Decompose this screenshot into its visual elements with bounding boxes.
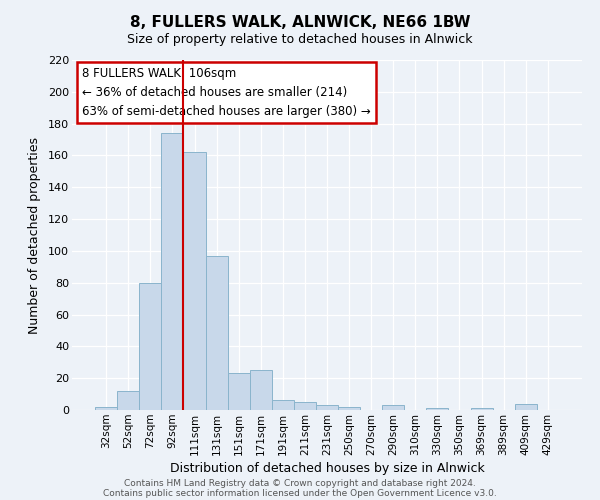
Bar (161, 133, 184, 410)
Bar (139, 282, 161, 410)
Bar (470, 408, 493, 410)
X-axis label: Distribution of detached houses by size in Alnwick: Distribution of detached houses by size … (170, 462, 484, 475)
Bar (206, 256, 227, 410)
Bar (272, 400, 294, 410)
Bar (227, 374, 250, 410)
Bar (250, 370, 272, 410)
Bar (382, 405, 404, 410)
Bar (515, 404, 537, 410)
Bar (294, 402, 316, 410)
Text: Contains public sector information licensed under the Open Government Licence v3: Contains public sector information licen… (103, 488, 497, 498)
Text: 8, FULLERS WALK, ALNWICK, NE66 1BW: 8, FULLERS WALK, ALNWICK, NE66 1BW (130, 15, 470, 30)
Y-axis label: Number of detached properties: Number of detached properties (28, 136, 41, 334)
Bar (338, 407, 360, 410)
Text: 8 FULLERS WALK: 106sqm
← 36% of detached houses are smaller (214)
63% of semi-de: 8 FULLERS WALK: 106sqm ← 36% of detached… (82, 67, 371, 118)
Text: Size of property relative to detached houses in Alnwick: Size of property relative to detached ho… (127, 32, 473, 46)
Text: Contains HM Land Registry data © Crown copyright and database right 2024.: Contains HM Land Registry data © Crown c… (124, 478, 476, 488)
Bar (117, 391, 139, 410)
Bar (427, 408, 448, 410)
Bar (316, 405, 338, 410)
Bar (184, 152, 206, 410)
Bar (95, 407, 117, 410)
